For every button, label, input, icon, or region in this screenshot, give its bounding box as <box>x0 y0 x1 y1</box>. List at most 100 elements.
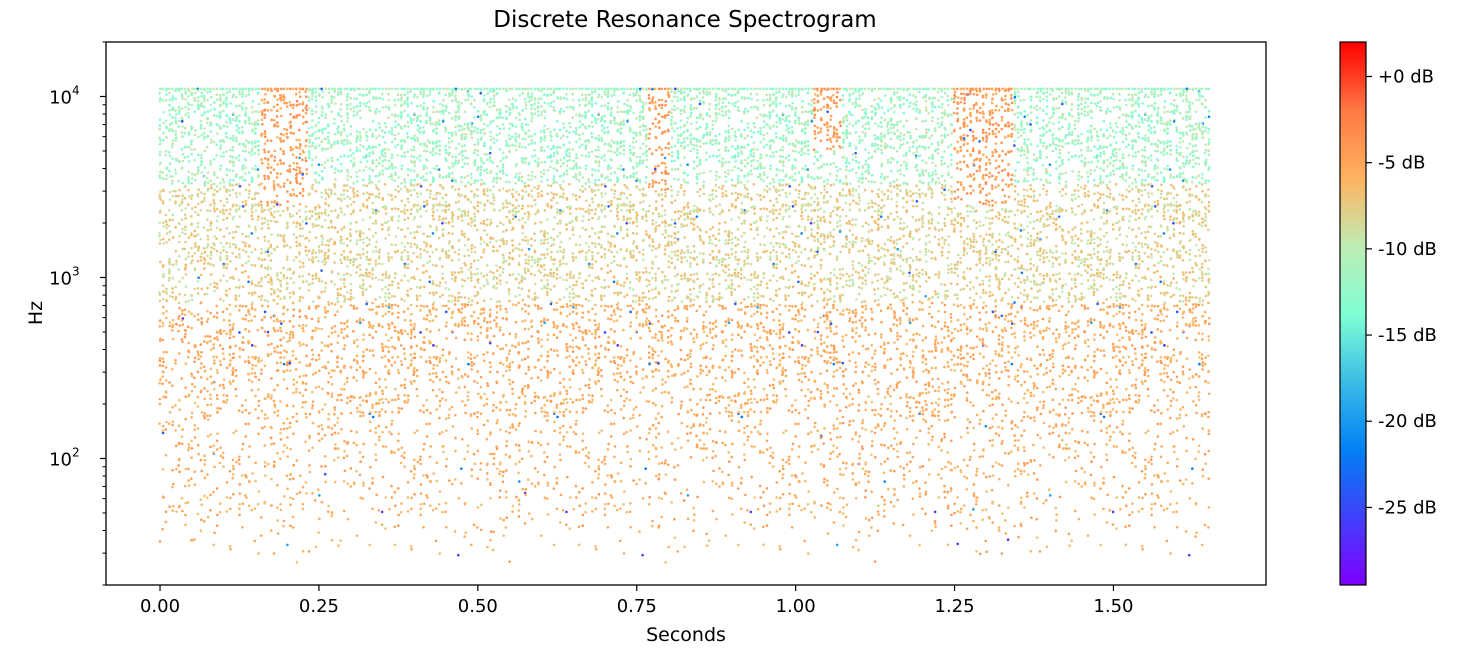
data-point <box>234 304 238 308</box>
data-point <box>257 388 260 391</box>
data-point <box>286 308 289 312</box>
data-point <box>463 144 466 147</box>
data-point <box>289 369 292 373</box>
data-point <box>470 176 473 180</box>
data-point <box>219 154 223 158</box>
data-point <box>508 87 512 91</box>
data-point <box>190 477 193 480</box>
data-point <box>387 99 391 102</box>
data-point <box>257 284 260 288</box>
data-point <box>215 154 218 157</box>
data-point <box>467 98 470 102</box>
data-point <box>295 412 299 416</box>
data-point <box>288 336 292 339</box>
data-point <box>266 88 270 92</box>
data-point <box>209 311 212 315</box>
data-point <box>365 394 368 398</box>
data-point <box>247 93 251 96</box>
data-point <box>473 462 477 466</box>
data-point <box>476 115 480 119</box>
data-point <box>174 358 177 362</box>
data-point <box>361 411 365 415</box>
data-point <box>410 102 413 105</box>
data-point <box>327 417 330 421</box>
data-point <box>491 193 495 196</box>
data-point <box>222 204 226 207</box>
data-point <box>476 290 479 294</box>
data-point <box>380 92 384 96</box>
data-point <box>292 314 295 317</box>
data-point <box>222 102 225 105</box>
data-point <box>384 237 387 240</box>
data-point <box>308 412 312 416</box>
data-point <box>470 276 473 280</box>
data-point <box>413 492 416 496</box>
data-point <box>413 178 416 182</box>
data-point <box>479 461 483 465</box>
data-point <box>282 139 285 143</box>
data-point <box>200 171 204 175</box>
data-point <box>289 447 292 451</box>
data-point <box>380 389 384 393</box>
data-point <box>247 255 251 258</box>
data-point <box>432 147 435 151</box>
data-point <box>318 296 321 299</box>
data-point <box>381 392 385 396</box>
data-point <box>178 189 181 192</box>
data-point <box>498 148 502 151</box>
data-point <box>428 319 432 323</box>
data-point <box>381 325 384 329</box>
data-point <box>508 349 512 352</box>
data-point <box>244 149 248 153</box>
data-point <box>332 369 336 373</box>
data-point <box>171 94 175 98</box>
data-point <box>416 203 419 207</box>
data-point <box>259 265 263 268</box>
data-point <box>390 243 394 246</box>
data-point <box>339 287 342 290</box>
data-point <box>415 368 419 372</box>
data-point <box>469 224 473 228</box>
data-point <box>187 467 190 471</box>
data-point <box>501 202 505 205</box>
data-point <box>378 435 381 439</box>
data-point <box>400 199 404 203</box>
data-point <box>415 175 419 178</box>
data-point <box>181 97 185 100</box>
data-point <box>336 230 340 234</box>
data-point <box>422 305 426 308</box>
data-point <box>330 326 334 330</box>
data-point <box>326 345 330 348</box>
data-point <box>505 400 508 404</box>
data-point <box>406 263 410 266</box>
data-point <box>228 328 232 332</box>
data-point <box>514 333 518 336</box>
data-point <box>387 296 391 299</box>
data-point <box>283 182 286 185</box>
data-point <box>371 150 375 154</box>
data-point <box>416 183 419 186</box>
data-point <box>196 350 200 353</box>
data-point <box>333 424 336 427</box>
data-point <box>445 321 448 324</box>
data-point <box>172 482 175 486</box>
data-point <box>498 132 502 135</box>
data-point <box>399 93 403 97</box>
data-point <box>171 329 174 332</box>
data-point <box>241 348 245 352</box>
data-point <box>285 446 289 450</box>
data-point <box>365 154 368 157</box>
data-point <box>479 89 483 92</box>
data-point <box>400 154 404 158</box>
data-point <box>368 242 371 246</box>
data-point <box>355 149 358 153</box>
data-point <box>247 151 251 154</box>
data-point <box>492 403 495 407</box>
data-point <box>161 382 164 386</box>
data-point <box>267 150 270 154</box>
data-point <box>200 317 203 320</box>
data-point <box>234 119 238 122</box>
data-point <box>171 318 175 322</box>
data-point <box>339 115 343 118</box>
data-point <box>241 131 244 135</box>
